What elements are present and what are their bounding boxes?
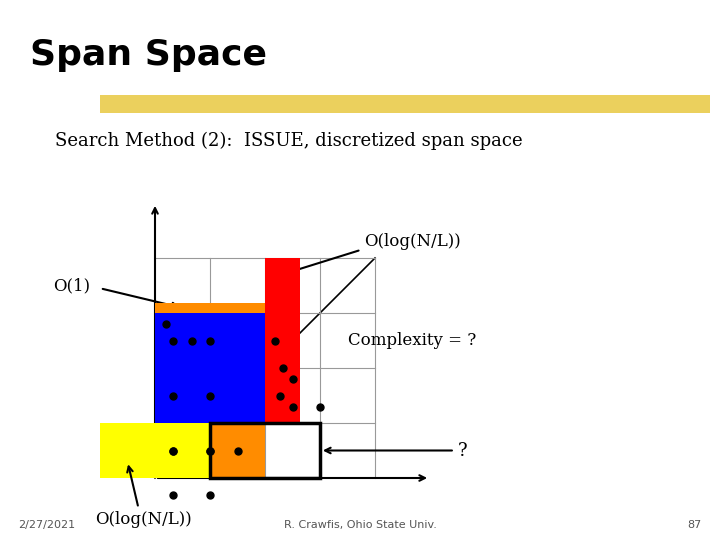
Text: Search Method (2):  ISSUE, discretized span space: Search Method (2): ISSUE, discretized sp… [55, 132, 523, 150]
FancyBboxPatch shape [100, 95, 710, 113]
Bar [100, 423, 265, 478]
Text: 87: 87 [688, 520, 702, 530]
Bar [265, 258, 300, 423]
Text: Span Space: Span Space [30, 38, 267, 72]
Text: 2/27/2021: 2/27/2021 [18, 520, 75, 530]
Text: O(log(N/L)): O(log(N/L)) [364, 233, 461, 250]
Text: ?: ? [457, 442, 467, 460]
Text: O(log(N/L)): O(log(N/L)) [95, 511, 192, 528]
Text: R. Crawfis, Ohio State Univ.: R. Crawfis, Ohio State Univ. [284, 520, 436, 530]
Text: Complexity = ?: Complexity = ? [348, 332, 476, 349]
Text: O(1): O(1) [53, 277, 90, 294]
Bar [210, 423, 320, 478]
Bar [155, 313, 265, 478]
Bar [155, 303, 265, 313]
Bar [210, 423, 265, 478]
